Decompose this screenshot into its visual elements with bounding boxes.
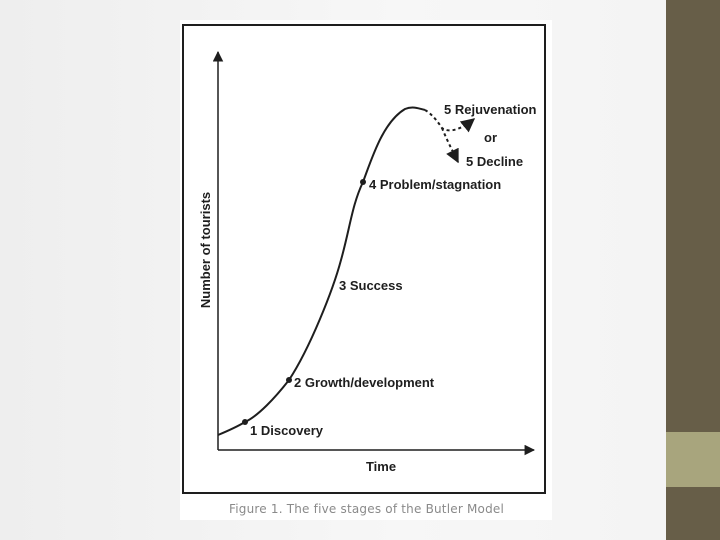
stage-4-point xyxy=(360,179,366,185)
stage-1-point xyxy=(242,419,248,425)
stage-2-point xyxy=(286,377,292,383)
stage-label-decline: 5 Decline xyxy=(466,154,523,169)
decline-branch xyxy=(441,127,459,164)
x-axis-label: Time xyxy=(366,459,396,474)
y-axis-label: Number of tourists xyxy=(198,192,213,308)
figure-card xyxy=(180,20,552,520)
sidebar-accent-block xyxy=(666,432,720,487)
stage-label-growth: 2 Growth/development xyxy=(294,375,435,390)
figure-frame xyxy=(182,24,546,494)
stage-label-rejuvenation: 5 Rejuvenation xyxy=(444,102,537,117)
stage-label-or: or xyxy=(484,130,497,145)
stage-label-stagnation: 4 Problem/stagnation xyxy=(369,177,501,192)
stage-label-discovery: 1 Discovery xyxy=(250,423,324,438)
stage-label-success: 3 Success xyxy=(339,278,403,293)
figure-caption: Figure 1. The five stages of the Butler … xyxy=(229,502,505,516)
